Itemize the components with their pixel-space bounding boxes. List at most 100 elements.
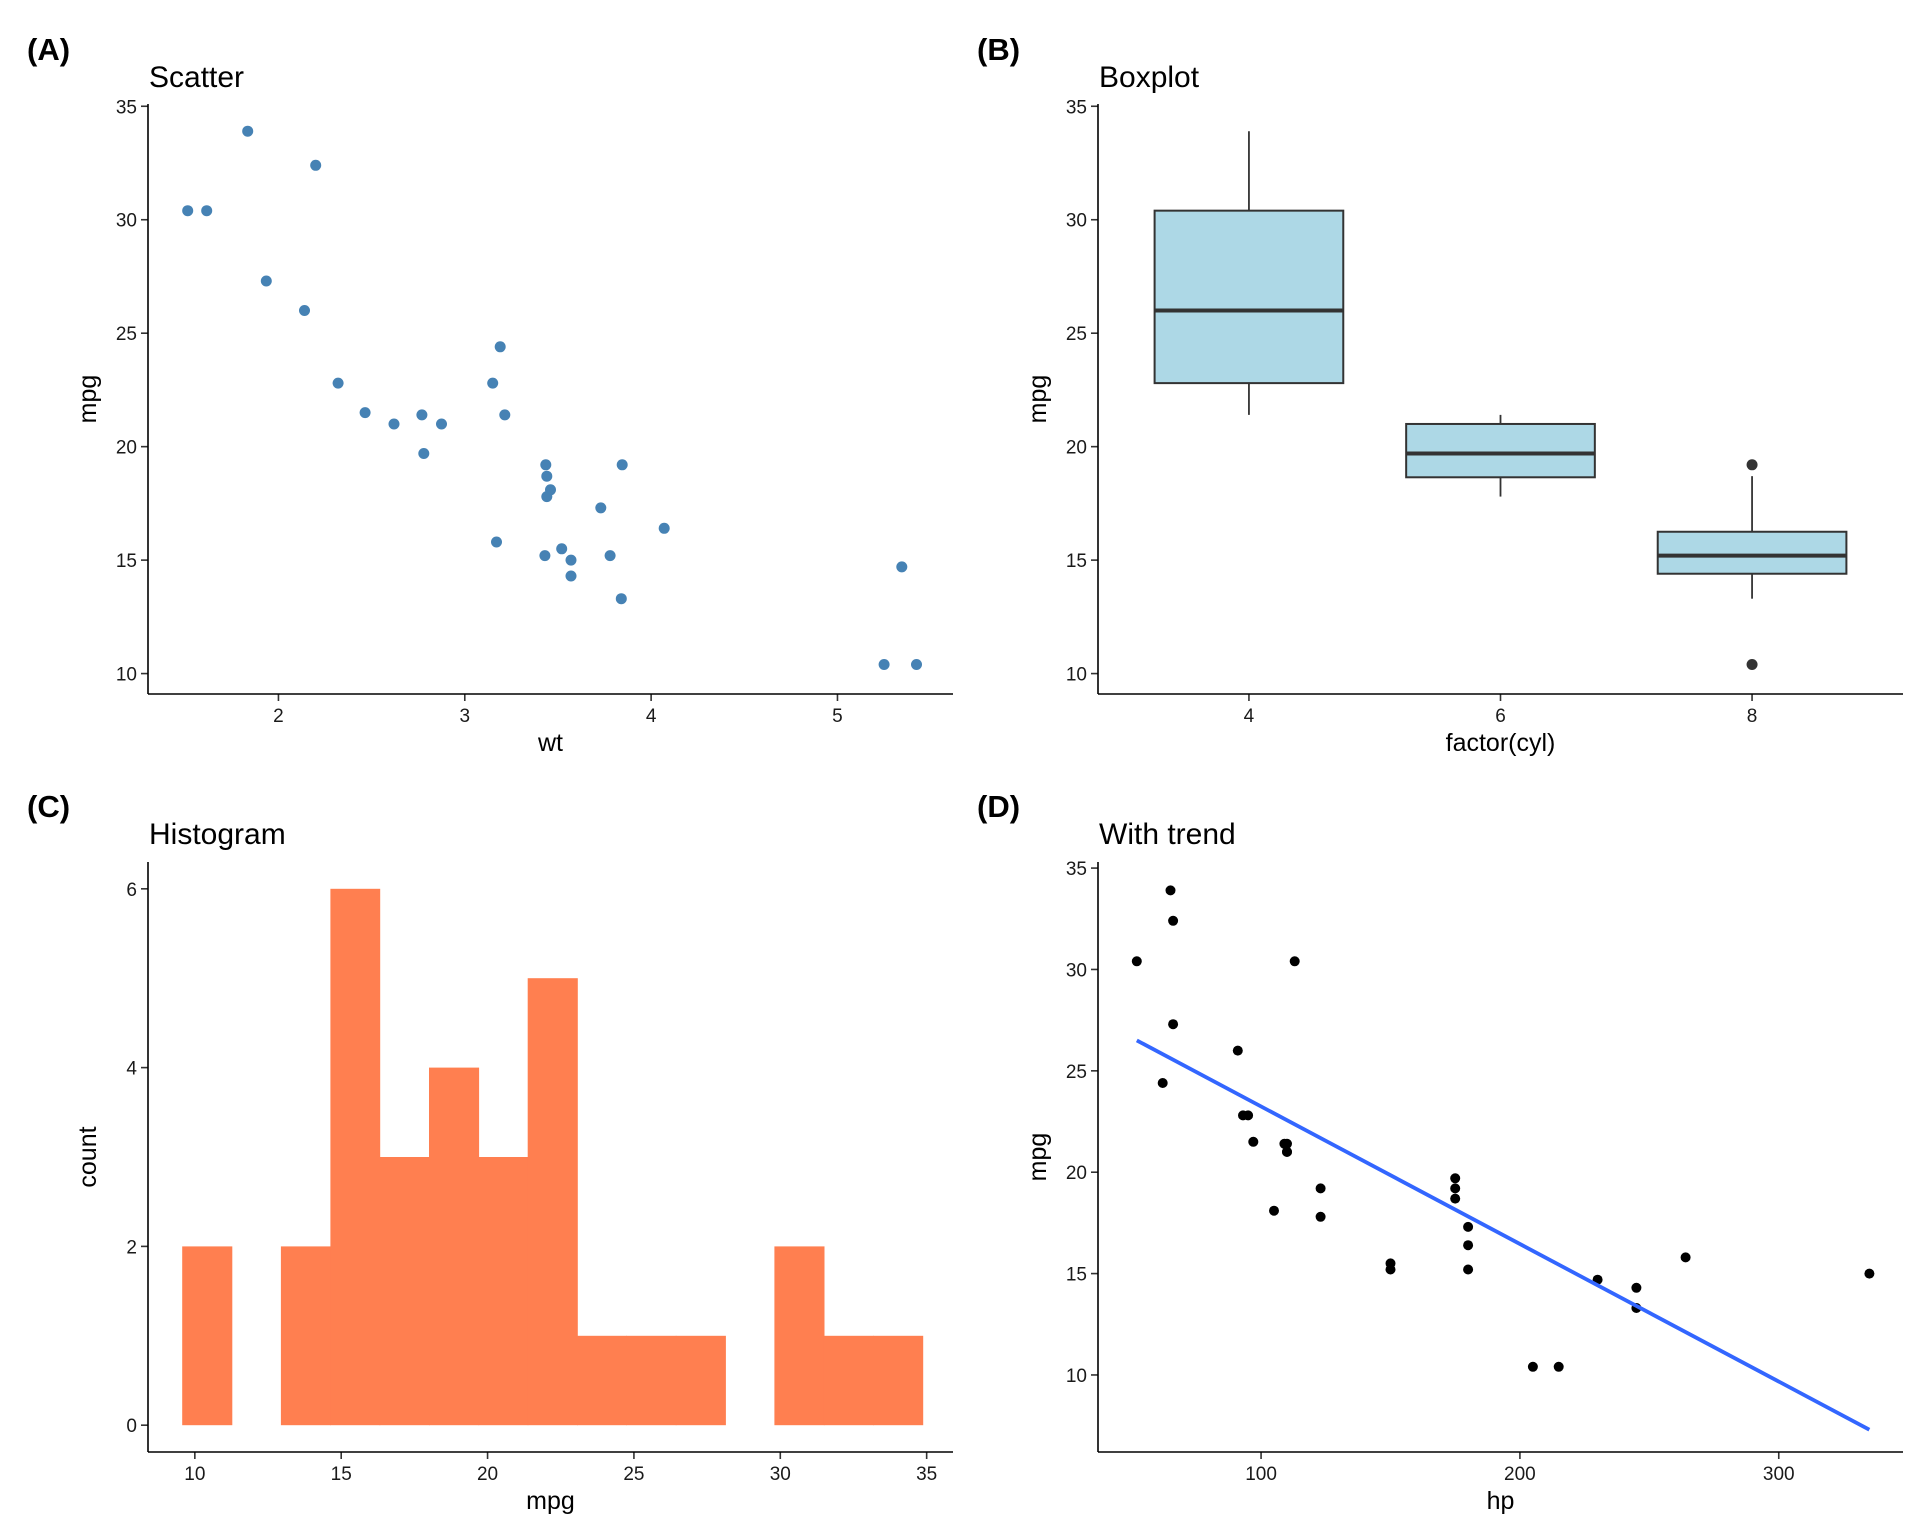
panel-c-histogram-bar xyxy=(873,1335,924,1426)
panel-c-y-tick-label: 6 xyxy=(126,880,137,901)
panel-d-data-point xyxy=(1315,1211,1326,1222)
panel-b-box xyxy=(1656,530,1848,575)
panel-d-data-point xyxy=(1157,1078,1168,1088)
panel-a-x-tick-label: 5 xyxy=(832,706,843,727)
panel-d-data-point xyxy=(1243,1110,1254,1121)
panel-d-data-point xyxy=(1463,1221,1474,1232)
panel-b-marks xyxy=(1153,131,1848,670)
panel-d-x-tick-label: 200 xyxy=(1504,1464,1536,1485)
panel-a-data-point xyxy=(182,205,194,217)
panel-a-x-tick-label: 4 xyxy=(646,706,657,727)
panel-a-data-point xyxy=(416,409,428,421)
panel-d-data-point xyxy=(1527,1361,1538,1372)
panel-b-y-tick-label: 15 xyxy=(1066,551,1087,572)
panel-c-y-axis-label: count xyxy=(74,1126,102,1187)
panel-d-x-axis-label: hp xyxy=(1487,1487,1515,1515)
panel-d-x-tick-label: 100 xyxy=(1245,1464,1277,1485)
panel-a-data-point xyxy=(565,554,577,566)
panel-a-data-point xyxy=(616,459,628,471)
panel-b-box xyxy=(1405,422,1596,479)
panel-a-data-point xyxy=(388,418,400,430)
panel-b-y-tick-label: 10 xyxy=(1066,665,1087,686)
panel-c-x-axis-label: mpg xyxy=(526,1487,575,1515)
panel-d-data-point xyxy=(1165,885,1176,896)
panel-a-data-point xyxy=(299,305,310,316)
panel-d-y-tick-label: 10 xyxy=(1066,1366,1087,1387)
panel-c-histogram-bar xyxy=(823,1335,874,1426)
panel-a-ticks: 10 15 20 25 30 35 2 3 4 5 xyxy=(116,97,843,727)
panel-d-data-point xyxy=(1269,1205,1279,1216)
panel-d-data-point xyxy=(1450,1193,1461,1204)
panel-b-box xyxy=(1153,209,1345,385)
panel-c-x-tick-label: 20 xyxy=(477,1464,498,1485)
panel-b-x-tick-label: 4 xyxy=(1244,706,1255,727)
panel-c-x-tick-label: 30 xyxy=(770,1464,791,1485)
panel-d-data-point xyxy=(1450,1183,1461,1194)
panel-a-data-point xyxy=(260,275,272,287)
panel-d-data-point xyxy=(1131,956,1142,967)
panel-d-trend-line xyxy=(1135,1038,1871,1432)
panel-d-data-point xyxy=(1248,1136,1259,1147)
panel-a-y-tick-label: 20 xyxy=(116,438,137,459)
panel-d-title: With trend xyxy=(1099,818,1236,851)
panel-c-title: Histogram xyxy=(149,818,286,851)
panel-d-y-tick-label: 20 xyxy=(1066,1163,1087,1184)
panel-a-data-point xyxy=(878,659,890,670)
panel-a-data-point xyxy=(418,448,430,459)
panel-b-y-tick-label: 35 xyxy=(1066,97,1087,118)
panel-a-data-point xyxy=(604,550,616,562)
panel-d-data-point xyxy=(1864,1268,1875,1279)
panel-d-data-point xyxy=(1168,1019,1179,1030)
panel-c-histogram-bar xyxy=(379,1157,430,1426)
panel-c-histogram-bar xyxy=(182,1246,233,1426)
panel-b-x-axis-label: factor(cyl) xyxy=(1446,729,1556,757)
panel-a-data-point xyxy=(545,484,556,496)
panel-b-tag: (B) xyxy=(977,32,1020,67)
panel-d-y-tick-label: 35 xyxy=(1066,859,1087,880)
panel-c-x-tick-label: 15 xyxy=(331,1464,352,1485)
panel-d-data-point xyxy=(1463,1240,1474,1251)
panel-b-x-tick-label: 6 xyxy=(1495,706,1506,727)
panel-d-data-point xyxy=(1553,1361,1564,1372)
panel-d-data-point xyxy=(1463,1264,1474,1275)
panel-d-ticks: 10 15 20 25 30 35 100 200 300 xyxy=(1066,859,1795,1485)
panel-a-data-point xyxy=(615,593,627,605)
panel-c-histogram: (C) Histogram 0 2 4 6 10 15 20 25 30 35 mpg count xyxy=(27,789,953,1515)
panel-a-x-tick-label: 3 xyxy=(459,706,470,727)
panel-b-y-tick-label: 25 xyxy=(1066,324,1087,345)
panel-d-tag: (D) xyxy=(977,789,1020,824)
panel-b-y-tick-label: 20 xyxy=(1066,438,1087,459)
panel-c-histogram-bar xyxy=(429,1067,480,1426)
panel-c-marks xyxy=(182,888,924,1426)
panel-a-data-point xyxy=(896,561,908,573)
panel-d-data-point xyxy=(1385,1264,1396,1275)
panel-c-y-tick-label: 2 xyxy=(126,1237,137,1258)
panel-c-tag: (C) xyxy=(27,789,70,824)
panel-d-x-tick-label: 300 xyxy=(1763,1464,1795,1485)
panel-c-x-tick-label: 35 xyxy=(916,1464,937,1485)
panel-a-data-point xyxy=(332,377,344,389)
panel-c-histogram-bar xyxy=(577,1335,627,1426)
panel-a-data-point xyxy=(436,418,447,430)
panel-b-x-tick-label: 8 xyxy=(1747,706,1758,727)
panel-a-data-point xyxy=(359,407,371,419)
panel-a-data-point xyxy=(658,522,670,534)
panel-a-scatter: (A) Scatter 10 15 20 25 30 35 2 3 4 5 wt mpg xyxy=(27,32,953,757)
panel-a-y-tick-label: 10 xyxy=(116,665,137,686)
panel-c-x-tick-label: 25 xyxy=(623,1464,644,1485)
panel-d-data-point xyxy=(1282,1146,1292,1157)
panel-c-x-tick-label: 10 xyxy=(184,1464,205,1485)
panel-a-tag: (A) xyxy=(27,32,70,67)
panel-a-data-point xyxy=(541,470,553,482)
panel-a-marks xyxy=(182,125,922,670)
panel-a-y-tick-label: 35 xyxy=(116,97,137,118)
panel-a-title: Scatter xyxy=(149,61,244,94)
panel-c-histogram-bar xyxy=(675,1335,726,1426)
panel-c-histogram-bar xyxy=(774,1246,825,1426)
panel-d-data-point xyxy=(1232,1045,1243,1056)
panel-c-histogram-bar xyxy=(626,1335,677,1426)
panel-c-histogram-bar xyxy=(527,978,578,1426)
panel-b-title: Boxplot xyxy=(1099,61,1200,94)
